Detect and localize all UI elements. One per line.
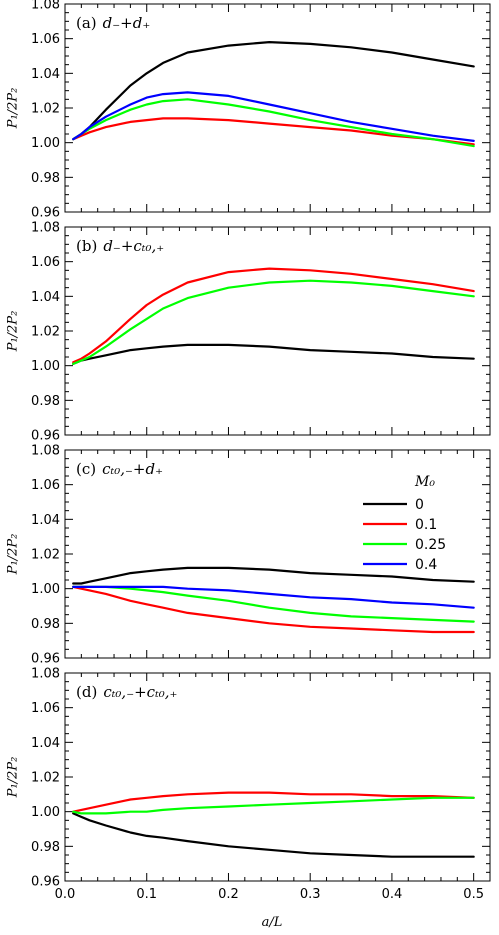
y-tick-label: 1.06 (31, 32, 60, 47)
y-tick-label: 0.98 (31, 171, 60, 186)
series-line-0 (72, 812, 475, 858)
y-axis-title: P₁/2P₂ (6, 88, 21, 130)
legend-title: M₀ (414, 474, 435, 490)
panel-b: 0.96 0.98 1.00 1.02 1.04 1.06 1.08 P₁/2P₂ (b) d₋+… (6, 221, 491, 444)
series-line-0 (72, 40, 475, 141)
panel-d: 0.96 0.98 1.00 1.02 1.04 1.06 1.08 0.0 0.1 0.2 0.3… (6, 667, 491, 902)
legend-entry: 0.4 (415, 557, 437, 573)
y-tick-label: 1.08 (31, 444, 60, 459)
panel-a: 0.96 0.98 1.00 1.02 1.04 1.06 1.08 P₁/2P₂ (a) d₋+… (6, 0, 491, 221)
series-line-0_1 (72, 791, 475, 813)
x-tick-label: 0.2 (218, 887, 239, 902)
y-tick-label: 0.98 (31, 394, 60, 409)
panel-title: d₋+d₊ (103, 14, 151, 32)
legend-entry: 0 (415, 497, 424, 513)
series-line-0 (72, 343, 475, 365)
y-axis-title: P₁/2P₂ (6, 757, 21, 799)
y-tick-label: 1.00 (31, 582, 60, 597)
y-tick-label: 1.04 (31, 290, 60, 305)
y-tick-label: 1.06 (31, 701, 60, 716)
panel-label: (a) d₋+d₊ (76, 14, 150, 32)
panel-title: d₋+cₜ₀,₊ (103, 237, 164, 255)
y-tick-label: 1.02 (31, 102, 60, 117)
y-tick-label: 1.06 (31, 478, 60, 493)
series-line-0_25 (72, 279, 475, 365)
y-axis-title: P₁/2P₂ (6, 534, 21, 576)
y-tick-label: 1.04 (31, 736, 60, 751)
panel-title: cₜ₀,₋+cₜ₀,₊ (103, 683, 177, 701)
x-tick-label: 0.5 (463, 887, 484, 902)
y-tick-label: 1.04 (31, 67, 60, 82)
panel-c: 0.96 0.98 1.00 1.02 1.04 1.06 1.08 P₁/2P₂ (c) cₜ₀… (6, 444, 491, 667)
y-tick-label: 1.02 (31, 548, 60, 563)
y-tick-label: 0.96 (31, 652, 60, 667)
y-tick-label: 0.96 (31, 429, 60, 444)
y-tick-label: 1.02 (31, 325, 60, 340)
y-tick-label: 1.02 (31, 771, 60, 786)
x-tick-label: 0.0 (55, 887, 76, 902)
series-line-0_4 (72, 585, 475, 609)
y-tick-label: 1.06 (31, 255, 60, 270)
x-axis-title: a/L (262, 915, 283, 930)
panels: 0.96 0.98 1.00 1.02 1.04 1.06 1.08 P₁/2P₂ (a) d₋+… (6, 0, 491, 902)
series-line-0_25 (72, 796, 475, 815)
series-line-0 (72, 566, 475, 585)
panel-title: cₜ₀,₋+d₊ (102, 460, 163, 478)
y-tick-label: 1.00 (31, 359, 60, 374)
x-tick-label: 0.3 (300, 887, 321, 902)
series-line-0_25 (72, 98, 475, 148)
legend-entry: 0.1 (415, 517, 437, 533)
panel-label: (d) cₜ₀,₋+cₜ₀,₊ (76, 683, 177, 701)
panel-label: (b) d₋+cₜ₀,₊ (76, 237, 164, 255)
y-tick-label: 0.96 (31, 206, 60, 221)
y-tick-label: 1.08 (31, 667, 60, 682)
plot-frame (64, 3, 491, 213)
y-tick-label: 1.00 (31, 136, 60, 151)
series-line-0_1 (72, 117, 475, 146)
panel-letter: (c) (76, 460, 96, 478)
y-tick-label: 1.00 (31, 805, 60, 820)
x-tick-label: 0.4 (382, 887, 403, 902)
series-line-0_1 (72, 585, 475, 634)
panel-label: (c) cₜ₀,₋+d₊ (76, 460, 163, 478)
panel-letter: (a) (76, 14, 97, 32)
y-tick-label: 1.04 (31, 513, 60, 528)
x-tick-label: 0.1 (136, 887, 157, 902)
series-line-0_4 (72, 91, 475, 142)
panel-letter: (b) (76, 237, 97, 255)
y-tick-label: 1.08 (31, 0, 60, 13)
y-tick-label: 0.98 (31, 840, 60, 855)
legend-entry: 0.25 (415, 537, 446, 553)
y-tick-label: 1.08 (31, 221, 60, 236)
panel-letter: (d) (76, 683, 97, 701)
y-axis-title: P₁/2P₂ (6, 311, 21, 353)
series-line-0_1 (72, 267, 475, 364)
y-tick-label: 0.96 (31, 875, 60, 890)
y-tick-label: 0.98 (31, 617, 60, 632)
